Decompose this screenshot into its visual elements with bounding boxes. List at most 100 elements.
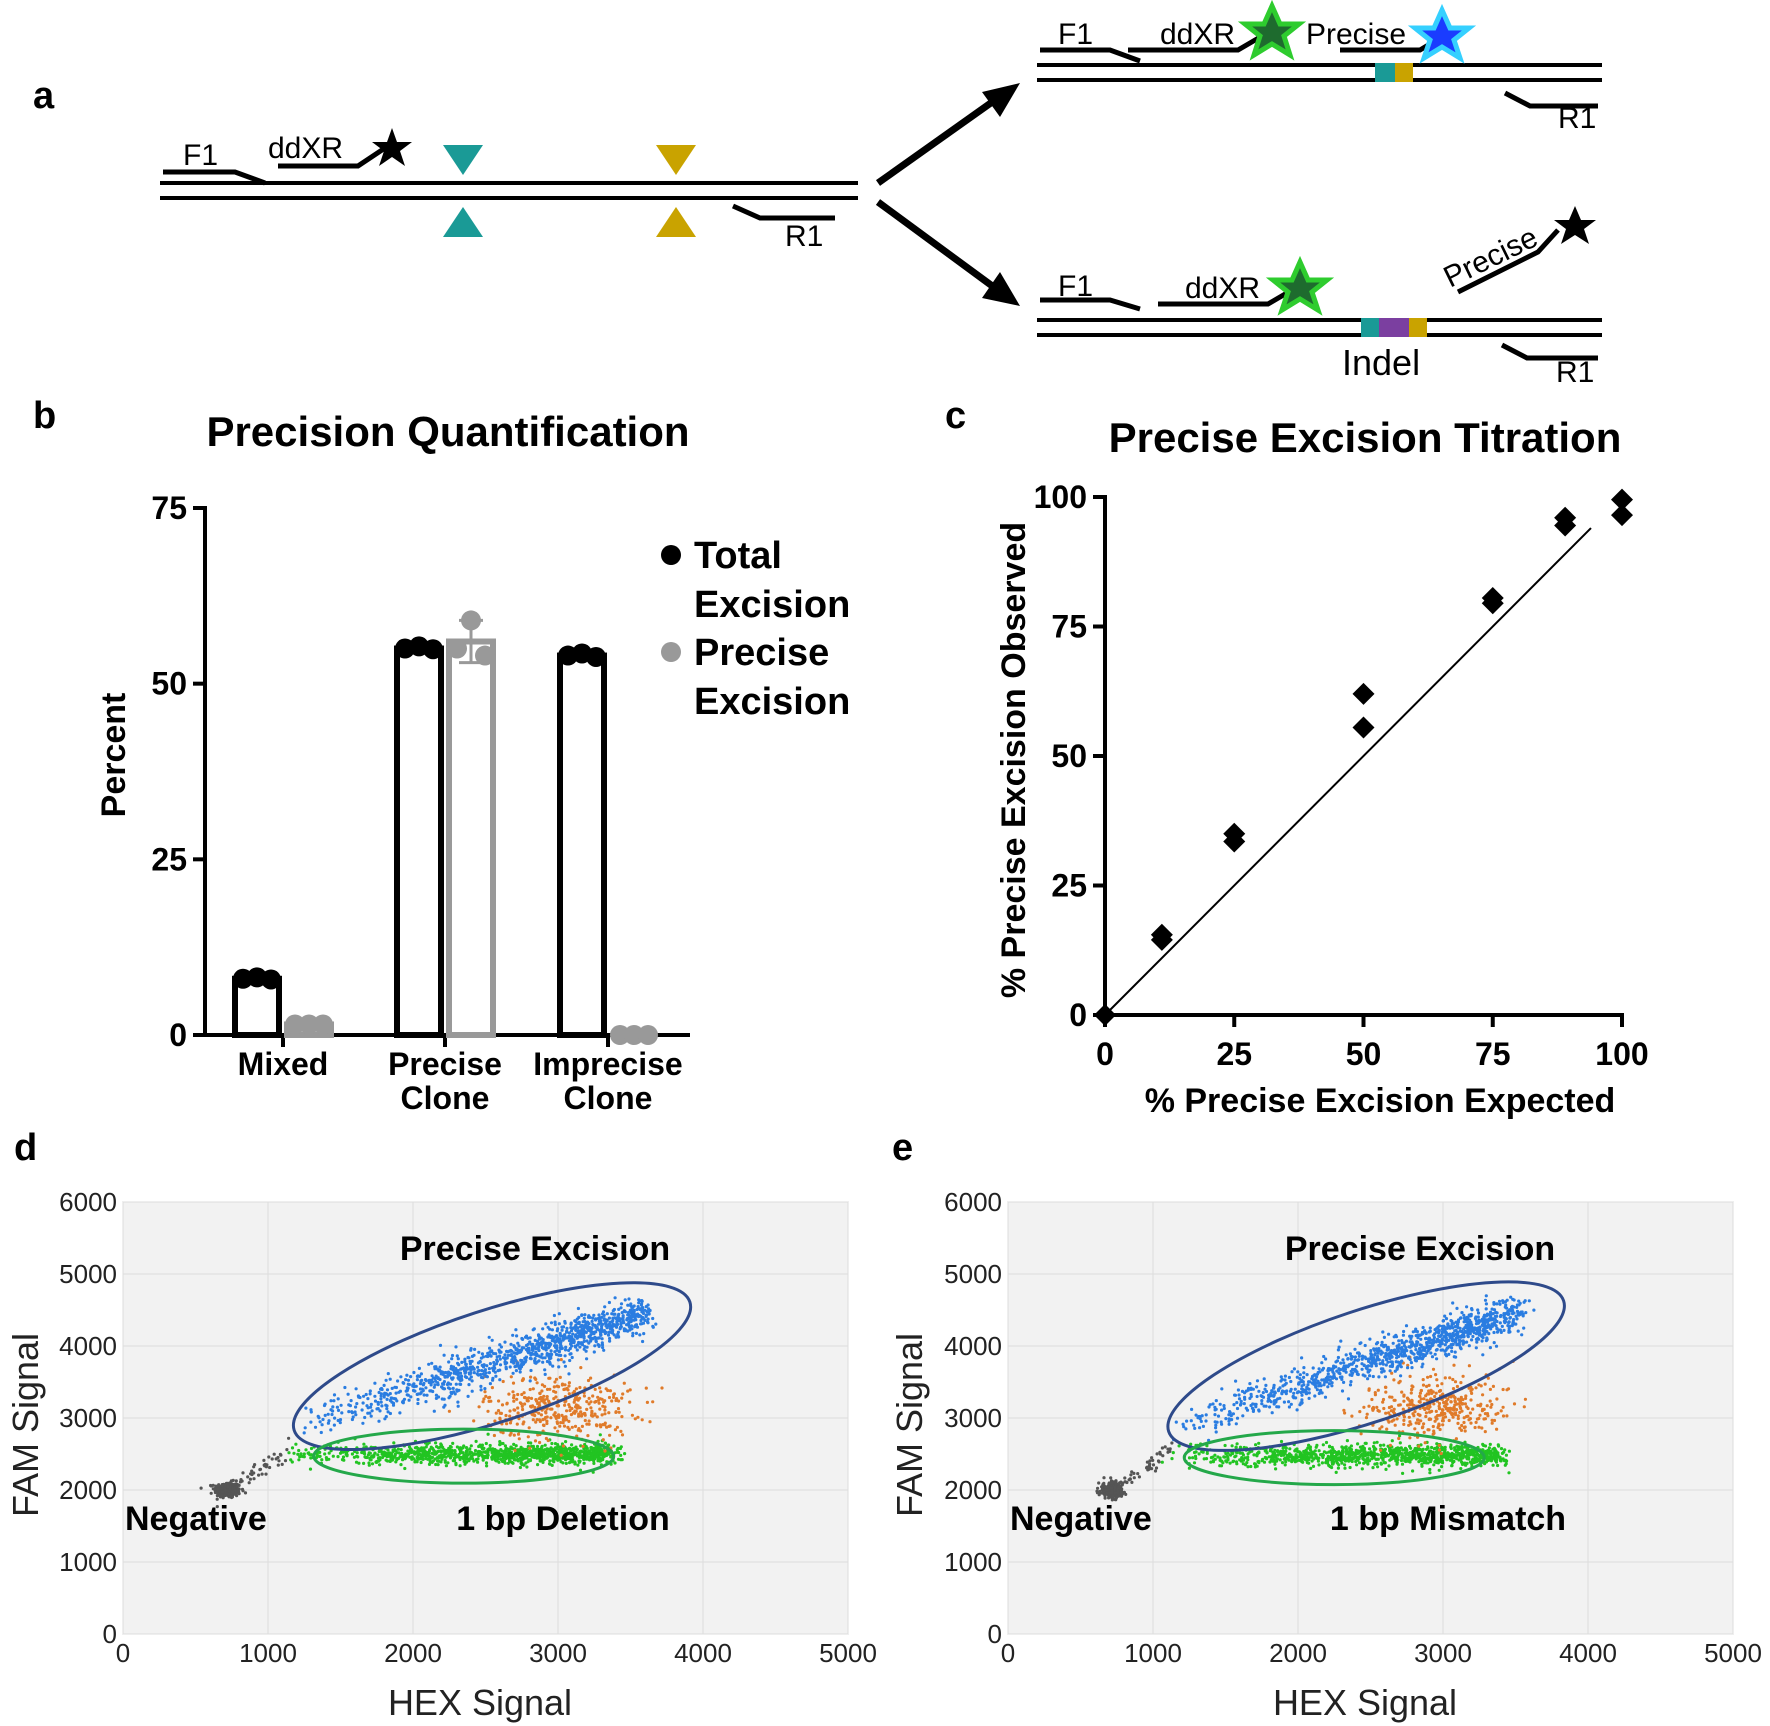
droplet [595, 1325, 599, 1329]
droplet [405, 1453, 409, 1457]
droplet [543, 1384, 547, 1388]
droplet [1375, 1405, 1379, 1409]
droplet [616, 1407, 621, 1411]
droplet [1235, 1442, 1239, 1446]
droplet [508, 1349, 512, 1353]
droplet [574, 1387, 579, 1391]
droplet [567, 1381, 572, 1385]
droplet [484, 1394, 488, 1398]
droplet [556, 1358, 561, 1362]
droplet [480, 1363, 484, 1367]
droplet [1494, 1460, 1498, 1464]
droplet [1371, 1466, 1375, 1470]
droplet [1436, 1425, 1440, 1430]
droplet [1264, 1456, 1268, 1460]
droplet [427, 1462, 432, 1466]
droplet [309, 1446, 314, 1451]
droplet [563, 1348, 568, 1352]
droplet [434, 1441, 438, 1445]
droplet [1410, 1388, 1414, 1392]
droplet [584, 1449, 588, 1453]
droplet [472, 1366, 476, 1370]
droplet [1213, 1453, 1217, 1457]
droplet [556, 1327, 560, 1331]
droplet [1427, 1417, 1431, 1422]
droplet [456, 1373, 460, 1377]
green-star-icon [1265, 255, 1335, 316]
droplet [520, 1392, 524, 1397]
droplet [598, 1386, 602, 1390]
droplet [407, 1398, 411, 1402]
droplet [355, 1402, 359, 1406]
droplet [350, 1410, 354, 1414]
droplet [512, 1344, 516, 1348]
droplet [558, 1333, 562, 1337]
droplet [1132, 1476, 1136, 1480]
droplet [1461, 1402, 1465, 1406]
droplet [331, 1454, 335, 1458]
droplet [1274, 1467, 1278, 1471]
droplet [427, 1362, 431, 1366]
droplet [615, 1425, 620, 1429]
droplet [473, 1449, 478, 1453]
droplet [1113, 1491, 1117, 1495]
droplet [546, 1447, 550, 1451]
droplet [209, 1491, 213, 1495]
droplet [1438, 1427, 1442, 1432]
legend-precise-line2: Excision [694, 681, 850, 723]
droplet [616, 1332, 620, 1336]
droplet [550, 1328, 555, 1332]
droplet [1295, 1447, 1299, 1451]
x-tick-label: 2000 [1269, 1638, 1327, 1668]
y-tick-label: 50 [151, 666, 187, 702]
droplet [418, 1382, 423, 1386]
droplet [626, 1303, 630, 1307]
droplet [1461, 1456, 1465, 1460]
gold-junction [1395, 63, 1413, 82]
droplet [1427, 1452, 1431, 1456]
droplet [1375, 1462, 1379, 1466]
droplet [559, 1347, 563, 1351]
y-tick-label: 3000 [59, 1403, 117, 1433]
droplet [1112, 1480, 1116, 1484]
droplet [509, 1375, 513, 1379]
chart-c-marks [1094, 488, 1633, 1026]
droplet [561, 1449, 565, 1453]
gold-cut-site-top [656, 145, 696, 175]
droplet [1468, 1411, 1472, 1415]
droplet [386, 1410, 390, 1414]
droplet [483, 1390, 487, 1394]
droplet [272, 1452, 276, 1456]
droplet [596, 1395, 600, 1399]
droplet [609, 1455, 613, 1459]
droplet [587, 1341, 591, 1345]
droplet [1284, 1446, 1288, 1450]
droplet [1471, 1407, 1475, 1411]
droplet [472, 1371, 476, 1375]
droplet [480, 1352, 484, 1356]
droplet [515, 1347, 519, 1351]
precise-label-br: Precise [1439, 221, 1543, 295]
droplet [587, 1455, 591, 1459]
droplet [309, 1410, 313, 1414]
data-point [313, 1014, 333, 1035]
droplet [545, 1419, 549, 1423]
droplet [1492, 1418, 1497, 1423]
precise-probe-br [1456, 228, 1560, 295]
droplet [1475, 1417, 1479, 1421]
droplet [504, 1413, 508, 1418]
droplet [492, 1364, 496, 1368]
droplet [1331, 1462, 1335, 1466]
droplet [1379, 1448, 1383, 1452]
droplet [604, 1324, 608, 1328]
f1-label-br: F1 [1058, 270, 1093, 303]
droplet [456, 1376, 460, 1380]
droplet [534, 1353, 538, 1357]
droplet [326, 1412, 330, 1416]
droplet [486, 1432, 490, 1436]
droplet [451, 1441, 455, 1445]
droplet [1437, 1468, 1441, 1472]
droplet [1423, 1459, 1427, 1463]
droplet [1441, 1423, 1445, 1427]
droplet [437, 1454, 441, 1458]
